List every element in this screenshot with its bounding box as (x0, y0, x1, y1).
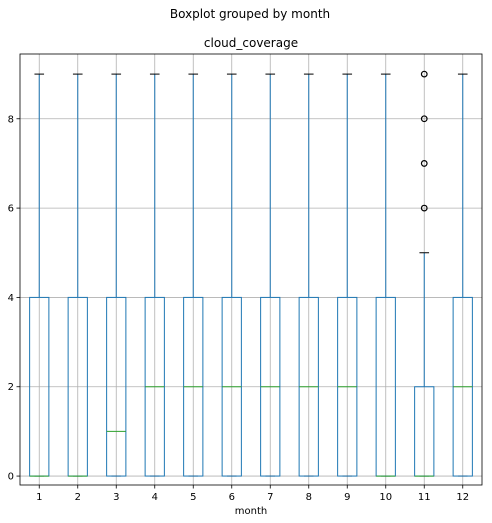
chart-title: cloud_coverage (204, 36, 298, 50)
iqr-box (106, 296, 127, 477)
x-tick-label: 4 (152, 492, 158, 503)
x-tick-label: 2 (75, 492, 81, 503)
outlier-point (420, 115, 428, 123)
outlier-point (420, 160, 428, 167)
x-tick-label: 9 (344, 492, 350, 503)
y-tick-label: 4 (8, 293, 14, 304)
x-tick-label: 12 (456, 492, 469, 503)
outlier-point (420, 204, 428, 212)
plot-frame (19, 53, 483, 486)
x-tick-label: 11 (418, 492, 431, 503)
y-tick-label: 2 (8, 382, 14, 393)
x-tick-label: 3 (113, 492, 119, 503)
x-tick-label: 8 (306, 492, 312, 503)
y-tick-label: 8 (8, 114, 14, 125)
x-tick-label: 6 (229, 492, 235, 503)
y-tick-label: 0 (8, 472, 14, 483)
figure-suptitle: Boxplot grouped by month (170, 7, 330, 21)
boxes (29, 70, 473, 477)
x-tick-label: 5 (190, 492, 196, 503)
y-tick-label: 6 (8, 204, 14, 215)
x-tick-label: 10 (379, 492, 392, 503)
outlier-point (420, 70, 428, 78)
gridlines (20, 54, 482, 485)
x-tick-label: 1 (36, 492, 42, 503)
x-axis-label: month (235, 506, 267, 517)
x-tick-label: 7 (267, 492, 273, 503)
